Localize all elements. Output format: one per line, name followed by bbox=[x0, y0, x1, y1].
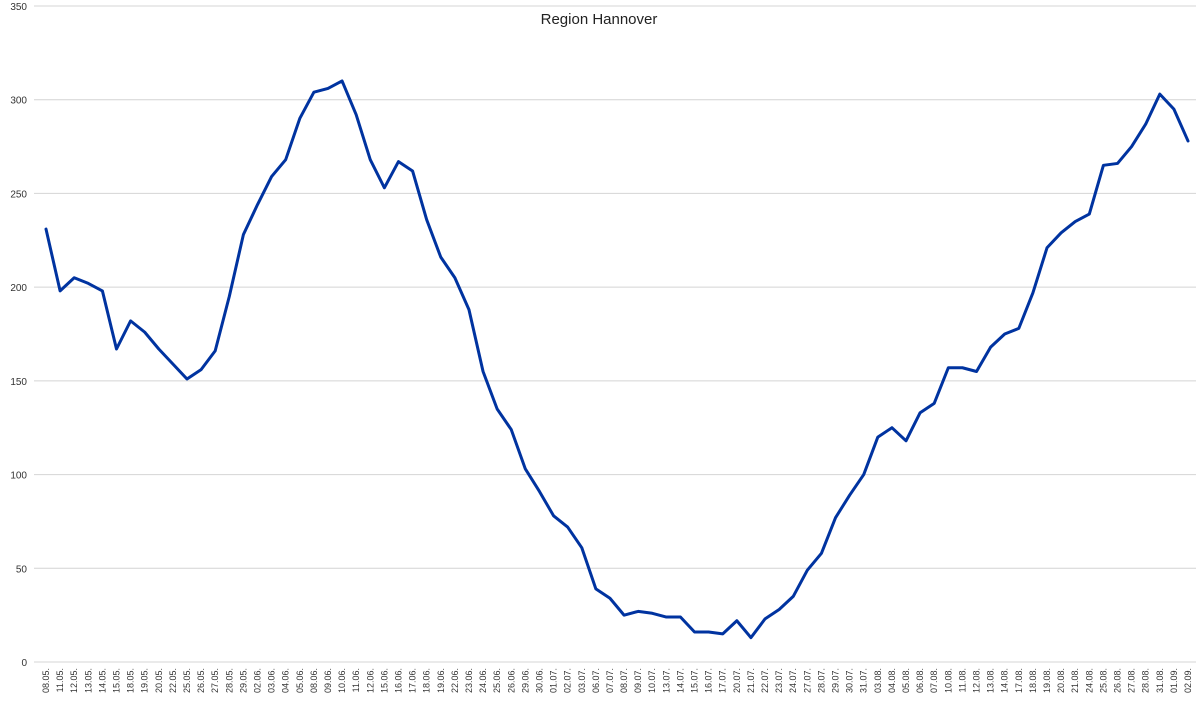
x-tick-label: 25.08. bbox=[1098, 668, 1108, 693]
y-tick-label: 250 bbox=[10, 189, 27, 200]
y-tick-label: 300 bbox=[10, 96, 27, 107]
x-tick-label: 08.06. bbox=[309, 668, 319, 693]
x-tick-label: 29.06. bbox=[520, 668, 530, 693]
y-tick-label: 100 bbox=[10, 471, 27, 482]
x-tick-label: 10.07. bbox=[647, 668, 657, 693]
x-tick-label: 05.06. bbox=[295, 668, 305, 693]
x-tick-label: 01.07. bbox=[549, 668, 559, 693]
x-tick-label: 03.06. bbox=[267, 668, 277, 693]
x-tick-label: 18.05. bbox=[126, 668, 136, 693]
x-tick-label: 02.09. bbox=[1183, 668, 1193, 693]
x-tick-label: 17.07. bbox=[718, 668, 728, 693]
x-tick-label: 30.06. bbox=[534, 668, 544, 693]
x-tick-label: 09.06. bbox=[323, 668, 333, 693]
x-tick-label: 15.05. bbox=[111, 668, 121, 693]
x-tick-label: 06.07. bbox=[591, 668, 601, 693]
x-tick-label: 03.07. bbox=[577, 668, 587, 693]
x-tick-label: 15.07. bbox=[690, 668, 700, 693]
x-tick-label: 17.06. bbox=[408, 668, 418, 693]
y-axis-tick-labels: 0 50 100 150 200 250 300 350 bbox=[10, 2, 27, 669]
x-tick-label: 25.05. bbox=[182, 668, 192, 693]
x-tick-label: 27.07. bbox=[802, 668, 812, 693]
x-tick-label: 27.05. bbox=[210, 668, 220, 693]
x-tick-label: 20.05. bbox=[154, 668, 164, 693]
chart-title: Region Hannover bbox=[541, 11, 658, 28]
x-tick-label: 28.07. bbox=[816, 668, 826, 693]
x-tick-label: 02.06. bbox=[252, 668, 262, 693]
x-tick-label: 22.06. bbox=[450, 668, 460, 693]
x-tick-label: 22.07. bbox=[760, 668, 770, 693]
x-tick-label: 18.08. bbox=[1028, 668, 1038, 693]
x-tick-label: 26.06. bbox=[506, 668, 516, 693]
x-tick-label: 23.06. bbox=[464, 668, 474, 693]
x-axis-tick-labels: 08.05. 11.05. 12.05. 13.05. 14.05. 15.05. 18.0… bbox=[41, 668, 1193, 693]
y-tick-label: 50 bbox=[16, 564, 28, 575]
x-tick-label: 24.06. bbox=[478, 668, 488, 693]
x-tick-label: 20.08. bbox=[1056, 668, 1066, 693]
x-tick-label: 11.08. bbox=[957, 668, 967, 692]
y-tick-label: 0 bbox=[21, 658, 27, 669]
x-tick-label: 07.07. bbox=[605, 668, 615, 693]
y-tick-label: 200 bbox=[10, 283, 27, 294]
x-tick-label: 16.06. bbox=[393, 668, 403, 693]
x-tick-label: 18.06. bbox=[422, 668, 432, 693]
x-tick-label: 15.06. bbox=[379, 668, 389, 693]
x-tick-label: 12.06. bbox=[365, 668, 375, 693]
x-tick-label: 05.08. bbox=[901, 668, 911, 693]
x-tick-label: 31.08. bbox=[1155, 668, 1165, 693]
x-tick-label: 27.08. bbox=[1127, 668, 1137, 693]
x-tick-label: 19.08. bbox=[1042, 668, 1052, 693]
x-tick-label: 04.08. bbox=[887, 668, 897, 693]
x-tick-label: 19.05. bbox=[140, 668, 150, 693]
x-tick-label: 31.07. bbox=[859, 668, 869, 693]
x-tick-label: 10.08. bbox=[943, 668, 953, 693]
x-tick-label: 02.07. bbox=[563, 668, 573, 693]
x-tick-label: 11.05. bbox=[55, 668, 65, 692]
series-line bbox=[44, 79, 1190, 640]
x-tick-label: 30.07. bbox=[845, 668, 855, 693]
x-tick-label: 09.07. bbox=[633, 668, 643, 693]
x-tick-label: 10.06. bbox=[337, 668, 347, 693]
x-tick-label: 01.09. bbox=[1169, 668, 1179, 693]
x-tick-label: 11.06. bbox=[351, 668, 361, 692]
gridlines bbox=[34, 5, 1196, 663]
x-tick-label: 12.05. bbox=[69, 668, 79, 693]
x-tick-label: 14.07. bbox=[675, 668, 685, 693]
x-tick-label: 04.06. bbox=[281, 668, 291, 693]
x-tick-label: 16.07. bbox=[704, 668, 714, 693]
x-tick-label: 14.05. bbox=[97, 668, 107, 693]
x-tick-label: 28.08. bbox=[1141, 668, 1151, 693]
x-tick-label: 07.08. bbox=[929, 668, 939, 693]
x-tick-label: 21.07. bbox=[746, 668, 756, 693]
x-tick-label: 26.05. bbox=[196, 668, 206, 693]
x-tick-label: 20.07. bbox=[732, 668, 742, 693]
x-tick-label: 14.08. bbox=[1000, 668, 1010, 693]
x-tick-label: 29.07. bbox=[831, 668, 841, 693]
x-tick-label: 12.08. bbox=[972, 668, 982, 693]
x-tick-label: 24.07. bbox=[788, 668, 798, 693]
x-tick-label: 19.06. bbox=[436, 668, 446, 693]
x-tick-label: 29.05. bbox=[238, 668, 248, 693]
x-tick-label: 21.08. bbox=[1070, 668, 1080, 693]
x-tick-label: 08.05. bbox=[41, 668, 51, 693]
y-tick-label: 150 bbox=[10, 377, 27, 388]
x-tick-label: 13.08. bbox=[986, 668, 996, 693]
x-tick-label: 24.08. bbox=[1084, 668, 1094, 693]
y-tick-label: 350 bbox=[10, 2, 27, 13]
x-tick-label: 17.08. bbox=[1014, 668, 1024, 693]
x-tick-label: 08.07. bbox=[619, 668, 629, 693]
x-tick-label: 13.07. bbox=[661, 668, 671, 693]
x-tick-label: 03.08. bbox=[873, 668, 883, 693]
x-tick-label: 13.05. bbox=[83, 668, 93, 693]
x-tick-label: 26.08. bbox=[1113, 668, 1123, 693]
x-tick-label: 06.08. bbox=[915, 668, 925, 693]
x-tick-label: 25.06. bbox=[492, 668, 502, 693]
x-tick-label: 22.05. bbox=[168, 668, 178, 693]
x-tick-label: 28.05. bbox=[224, 668, 234, 693]
x-tick-label: 23.07. bbox=[774, 668, 784, 693]
